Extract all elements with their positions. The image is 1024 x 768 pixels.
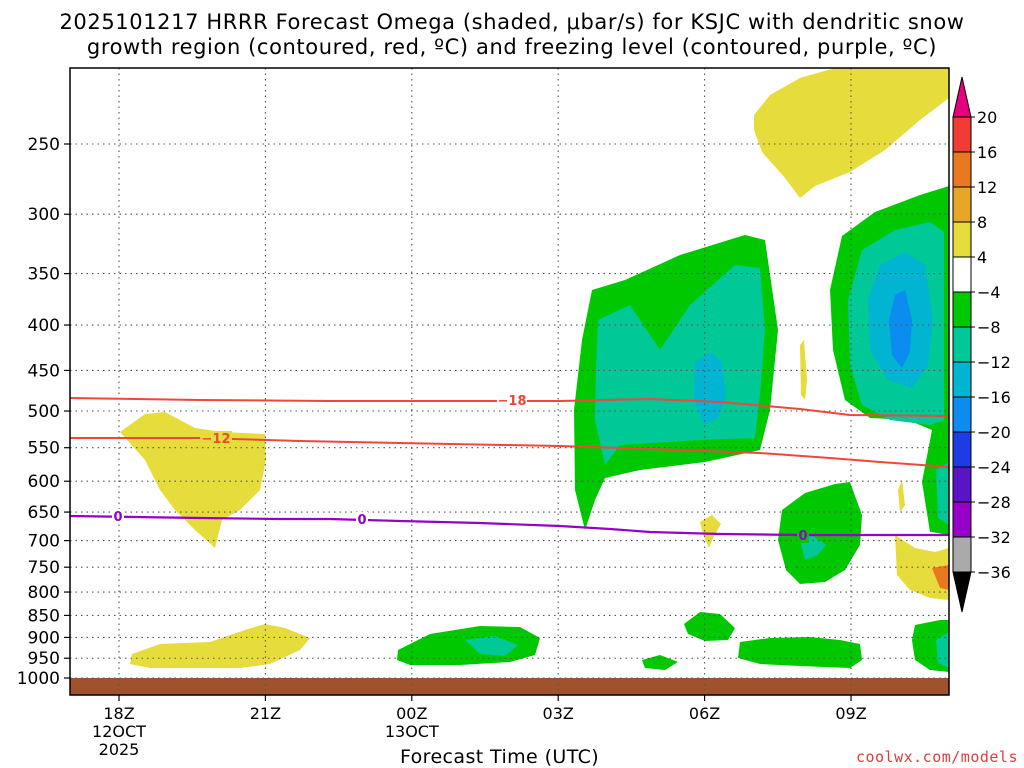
colorbar-swatch [952, 431, 972, 468]
omega-region-positive [754, 68, 949, 198]
colorbar-label: −36 [977, 563, 1011, 582]
y-tick-label: 850 [28, 606, 60, 626]
colorbar-label: 16 [977, 143, 997, 162]
colorbar-swatch [952, 256, 972, 293]
colorbar-label: 8 [977, 213, 987, 232]
colorbar-label: −32 [977, 528, 1011, 547]
y-axis: 2503003504004505005506006507007508008509… [17, 135, 70, 689]
x-tick-sublabel: 13OCT [385, 722, 439, 741]
omega-region-negative-low-5-inner [936, 632, 949, 668]
contour-label-zero-1: 0 [113, 510, 122, 525]
colorbar-top-arrow [952, 76, 972, 118]
colorbar-label: −28 [977, 493, 1011, 512]
colorbar-bottom-arrow [952, 571, 972, 613]
y-tick-label: 550 [28, 439, 60, 459]
colorbar-swatch [952, 536, 972, 573]
omega-region-negative-1-inner [595, 265, 765, 465]
omega-region-positive-sliver-2 [898, 480, 905, 512]
x-tick-label: 21Z [250, 704, 281, 723]
colorbar-label: −24 [977, 458, 1011, 477]
colorbar-swatch [952, 221, 972, 258]
colorbar-label: −8 [977, 318, 1001, 337]
y-tick-label: 250 [28, 135, 60, 155]
y-tick-label: 900 [28, 628, 60, 648]
omega-region-negative-2-core-b [889, 290, 912, 368]
omega-region-positive-sliver [800, 340, 807, 400]
colorbar-swatch [952, 326, 972, 363]
x-tick-label: 09Z [835, 704, 866, 723]
contour-label-zero-3: 0 [798, 529, 807, 544]
y-tick-label: 950 [28, 649, 60, 669]
x-axis-title: Forecast Time (UTC) [400, 746, 600, 768]
omega-region-positive-lower-right-core [932, 565, 949, 590]
omega-region-negative-low-1-inner [465, 636, 518, 656]
colorbar-swatch [952, 291, 972, 328]
contour-label-minus-12: −12 [202, 432, 231, 447]
y-tick-label: 800 [28, 583, 60, 603]
omega-region-negative-low-4 [642, 655, 678, 670]
contour-line-minus-18 [70, 397, 949, 417]
colorbar-label: 12 [977, 178, 997, 197]
x-tick-sublabel: 12OCT [92, 722, 146, 741]
credit-text: coolwx.com/models [855, 748, 1018, 766]
colorbar-swatch [952, 501, 972, 538]
y-tick-label: 600 [28, 472, 60, 492]
omega-region-positive-small [700, 515, 721, 548]
omega-region-positive-left [120, 412, 266, 548]
omega-region-negative-low-1 [397, 626, 540, 665]
y-tick-label: 350 [28, 265, 60, 285]
colorbar-swatch [952, 466, 972, 503]
omega-region-negative-low-2 [684, 612, 735, 641]
colorbar-swatch [952, 396, 972, 433]
chart-title-line-1: 2025101217 HRRR Forecast Omega (shaded, … [59, 10, 965, 34]
contour-label-zero-2: 0 [357, 513, 366, 528]
y-tick-label: 500 [28, 402, 60, 422]
colorbar-swatch [952, 116, 972, 153]
y-tick-label: 300 [28, 205, 60, 225]
colorbar: 20 16 12 8 4 −4 −8 −12 −16 −20 −24 −28 −32 −36 [952, 76, 1011, 613]
colorbar-swatch [952, 361, 972, 398]
colorbar-swatch [952, 151, 972, 188]
colorbar-label: −20 [977, 423, 1011, 442]
ground-surface [70, 678, 949, 695]
omega-region-negative-4 [778, 482, 862, 584]
y-tick-label: 450 [28, 361, 60, 381]
chart-title-line-2: growth region (contoured, red, ºC) and f… [86, 35, 938, 59]
omega-shading [120, 68, 949, 672]
omega-region-negative-3-inner [936, 462, 949, 525]
contour-label-minus-18: −18 [498, 394, 527, 409]
x-tick-label: 03Z [543, 704, 574, 723]
omega-region-negative-low-3 [738, 637, 862, 668]
contour-line-minus-12 [70, 437, 949, 468]
colorbar-swatch [952, 186, 972, 223]
y-tick-label: 700 [28, 532, 60, 552]
x-tick-label: 06Z [689, 704, 720, 723]
contour-labels: −18 −12 0 0 0 [112, 393, 809, 544]
omega-region-positive-low-left [130, 624, 310, 668]
y-tick-label: 1000 [17, 669, 60, 689]
colorbar-label: 20 [977, 108, 997, 127]
y-tick-label: 750 [28, 558, 60, 578]
y-tick-label: 650 [28, 503, 60, 523]
omega-region-positive-lower-right [895, 535, 949, 600]
x-tick-sublabel: 2025 [99, 740, 140, 759]
plot-frame [69, 67, 950, 696]
y-tick-label: 400 [28, 316, 60, 336]
colorbar-label: 4 [977, 248, 987, 267]
colorbar-label: −4 [977, 283, 1001, 302]
omega-region-negative-1-core [694, 352, 726, 425]
x-tick-label: 18Z [103, 704, 134, 723]
colorbar-label: −16 [977, 388, 1011, 407]
x-tick-label: 00Z [396, 704, 427, 723]
colorbar-label: −12 [977, 353, 1011, 372]
